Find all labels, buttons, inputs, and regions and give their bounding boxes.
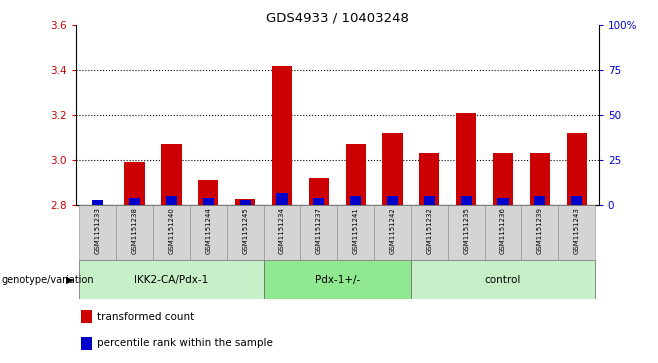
- Bar: [534, 196, 545, 205]
- Bar: [81, 337, 92, 350]
- Bar: [382, 133, 403, 205]
- Bar: [411, 260, 595, 299]
- Bar: [301, 205, 338, 260]
- Text: GSM1151238: GSM1151238: [132, 207, 138, 254]
- Bar: [571, 196, 582, 205]
- Bar: [484, 205, 521, 260]
- Bar: [276, 192, 288, 205]
- Bar: [203, 198, 214, 205]
- Bar: [530, 154, 550, 205]
- Text: ▶: ▶: [66, 274, 74, 285]
- Bar: [92, 200, 103, 205]
- Bar: [190, 205, 227, 260]
- Bar: [116, 205, 153, 260]
- Text: GSM1151233: GSM1151233: [95, 207, 101, 254]
- Bar: [497, 198, 509, 205]
- Bar: [227, 205, 264, 260]
- Bar: [264, 205, 301, 260]
- Text: GSM1151244: GSM1151244: [205, 207, 211, 254]
- Bar: [456, 113, 476, 205]
- Bar: [272, 66, 292, 205]
- Bar: [345, 144, 366, 205]
- Bar: [313, 198, 324, 205]
- Text: GSM1151240: GSM1151240: [168, 207, 174, 254]
- Text: genotype/variation: genotype/variation: [1, 274, 94, 285]
- Text: Pdx-1+/-: Pdx-1+/-: [315, 274, 360, 285]
- Bar: [264, 260, 411, 299]
- Bar: [567, 133, 587, 205]
- Bar: [309, 178, 329, 205]
- Text: GSM1151239: GSM1151239: [537, 207, 543, 254]
- Bar: [493, 154, 513, 205]
- Bar: [387, 196, 398, 205]
- Bar: [240, 200, 251, 205]
- Bar: [461, 196, 472, 205]
- Text: transformed count: transformed count: [97, 312, 194, 322]
- Text: IKK2-CA/Pdx-1: IKK2-CA/Pdx-1: [134, 274, 209, 285]
- Bar: [80, 260, 264, 299]
- Bar: [80, 205, 116, 260]
- Text: GSM1151241: GSM1151241: [353, 207, 359, 254]
- Text: GSM1151245: GSM1151245: [242, 207, 248, 254]
- Bar: [235, 200, 255, 205]
- Bar: [153, 205, 190, 260]
- Text: GSM1151234: GSM1151234: [279, 207, 285, 254]
- Bar: [81, 310, 92, 323]
- Text: GSM1151236: GSM1151236: [500, 207, 506, 254]
- Bar: [166, 196, 177, 205]
- Bar: [424, 196, 435, 205]
- Text: GSM1151232: GSM1151232: [426, 207, 432, 254]
- Bar: [198, 180, 218, 205]
- Bar: [374, 205, 411, 260]
- Bar: [411, 205, 447, 260]
- Bar: [419, 154, 440, 205]
- Bar: [338, 205, 374, 260]
- Title: GDS4933 / 10403248: GDS4933 / 10403248: [266, 11, 409, 24]
- Text: GSM1151243: GSM1151243: [574, 207, 580, 254]
- Text: control: control: [485, 274, 521, 285]
- Bar: [129, 198, 140, 205]
- Text: GSM1151237: GSM1151237: [316, 207, 322, 254]
- Text: percentile rank within the sample: percentile rank within the sample: [97, 338, 272, 348]
- Bar: [521, 205, 558, 260]
- Bar: [558, 205, 595, 260]
- Bar: [124, 162, 145, 205]
- Bar: [447, 205, 484, 260]
- Text: GSM1151242: GSM1151242: [390, 207, 395, 254]
- Bar: [350, 196, 361, 205]
- Bar: [161, 144, 182, 205]
- Text: GSM1151235: GSM1151235: [463, 207, 469, 254]
